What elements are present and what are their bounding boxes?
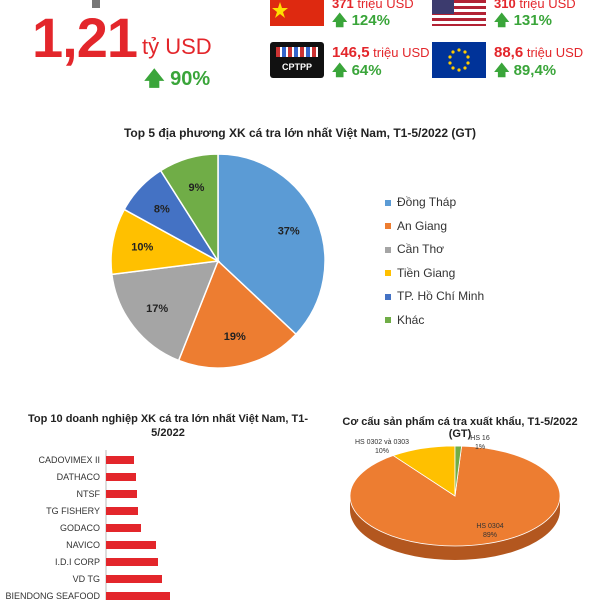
pie3-slice-value: 1%: [475, 444, 485, 451]
legend-label: TP. Hồ Chí Minh: [397, 289, 485, 303]
eu-value: 88,6 triệu USD: [494, 44, 584, 61]
companies-bar-chart: CADOVIMEX II DATHACO NTSF TG FISHERY GODACO N…: [5, 450, 170, 600]
bar-category-label: NTSF: [77, 489, 101, 499]
pie3-slice-name: HS 0302 và 0303: [355, 439, 409, 446]
legend-swatch: [385, 317, 391, 324]
pie-slice-0: [217, 153, 326, 336]
pie-slice-label: 8%: [154, 203, 170, 215]
legend-item: Đồng Tháp: [385, 194, 456, 210]
pie-slice-label: 17%: [146, 303, 168, 315]
legend-item: Cần Thơ: [385, 241, 444, 257]
legend-label: Đồng Tháp: [397, 195, 457, 209]
eu-change: 🡅 89,4%: [494, 62, 557, 79]
bar-0: [106, 456, 134, 464]
cptpp-value: 146,5 triệu USD: [332, 44, 430, 61]
bar-3: [106, 507, 138, 515]
bar-category-label: NAVICO: [66, 540, 100, 550]
usa-change: 🡅 131%: [494, 12, 552, 29]
total-export-unit: tỷ USD: [142, 34, 212, 59]
legend-item: An Giang: [385, 218, 447, 234]
bar-category-label: VD TG: [73, 574, 100, 584]
up-arrow-icon: 🡅: [332, 12, 348, 29]
bar-8: [106, 592, 170, 600]
total-export-value: 1,21: [32, 6, 138, 69]
legend-label: Cần Thơ: [397, 242, 445, 256]
cptpp-badge-icon: CPTPP: [270, 42, 324, 78]
legend-swatch: [385, 223, 391, 230]
legend-label: Khác: [397, 312, 425, 327]
bar-7: [106, 575, 162, 583]
bar-5: [106, 541, 156, 549]
legend-item: TP. Hồ Chí Minh: [385, 288, 484, 304]
legend-swatch: [385, 199, 391, 206]
pie3-slice-value: 10%: [375, 448, 389, 455]
up-arrow-icon: 🡅: [332, 62, 348, 79]
bar-category-label: CADOVIMEX II: [38, 455, 100, 465]
pie-depth: [350, 496, 560, 560]
up-arrow-icon: 🡅: [494, 12, 510, 29]
total-change: 🡅 90%: [144, 68, 211, 90]
bar-category-label: BIENDONG SEAFOOD: [5, 591, 100, 600]
china-change: 🡅 124%: [332, 12, 390, 29]
bar-2: [106, 490, 137, 498]
pie-slice-label: 10%: [131, 242, 153, 254]
products-chart-title: Cơ cấu sản phẩm cá tra xuất khẩu, T1-5/2…: [342, 416, 578, 440]
pie3-slice-name: HS 16: [470, 435, 490, 442]
legend-item: Khác: [385, 312, 424, 328]
legend-item: Tiền Giang: [385, 265, 455, 281]
pie3-slice-value: 89%: [483, 532, 497, 539]
china-flag-icon: [270, 0, 324, 26]
provinces-chart-title: Top 5 địa phương XK cá tra lớn nhất Việt…: [123, 126, 477, 140]
bar-4: [106, 524, 141, 532]
china-value: 371 triệu USD: [332, 0, 414, 11]
up-arrow-icon: 🡅: [494, 62, 510, 79]
bar-category-label: I.D.I CORP: [55, 557, 100, 567]
legend-swatch: [385, 293, 391, 300]
cptpp-change: 🡅 64%: [332, 62, 382, 79]
legend-swatch: [385, 246, 391, 253]
legend-label: Tiền Giang: [397, 265, 456, 280]
legend-swatch: [385, 270, 391, 277]
bar-category-label: DATHACO: [57, 472, 100, 482]
bar-6: [106, 558, 158, 566]
pie-slice-label: 19%: [224, 331, 246, 343]
header-top-line: [92, 0, 100, 8]
pie-slice-5: [159, 153, 219, 264]
pie3-slice-2: [454, 445, 463, 497]
bar-1: [106, 473, 136, 481]
companies-chart-title: Top 10 doanh nghiệp XK cá tra lớn nhất V…: [28, 413, 309, 439]
provinces-pie-chart: 37% 19% 17% 10% 8% 9%: [110, 153, 326, 369]
up-arrow-icon: 🡅: [144, 68, 165, 90]
pie-slice-label: 37%: [278, 225, 300, 237]
pie-slice-2: [111, 260, 220, 362]
bar-category-label: TG FISHERY: [46, 506, 100, 516]
pie-slice-label: 9%: [189, 182, 205, 194]
eu-flag-icon: [432, 42, 486, 78]
usa-flag-icon: [432, 0, 486, 26]
legend-label: An Giang: [397, 218, 448, 233]
bar-category-label: GODACO: [60, 523, 100, 533]
usa-value: 310 triệu USD: [494, 0, 576, 11]
products-pie-chart: HS 0304 89% HS 0302 và 0303 10% HS 16 1%: [349, 435, 561, 560]
pie3-slice-name: HS 0304: [476, 523, 503, 530]
